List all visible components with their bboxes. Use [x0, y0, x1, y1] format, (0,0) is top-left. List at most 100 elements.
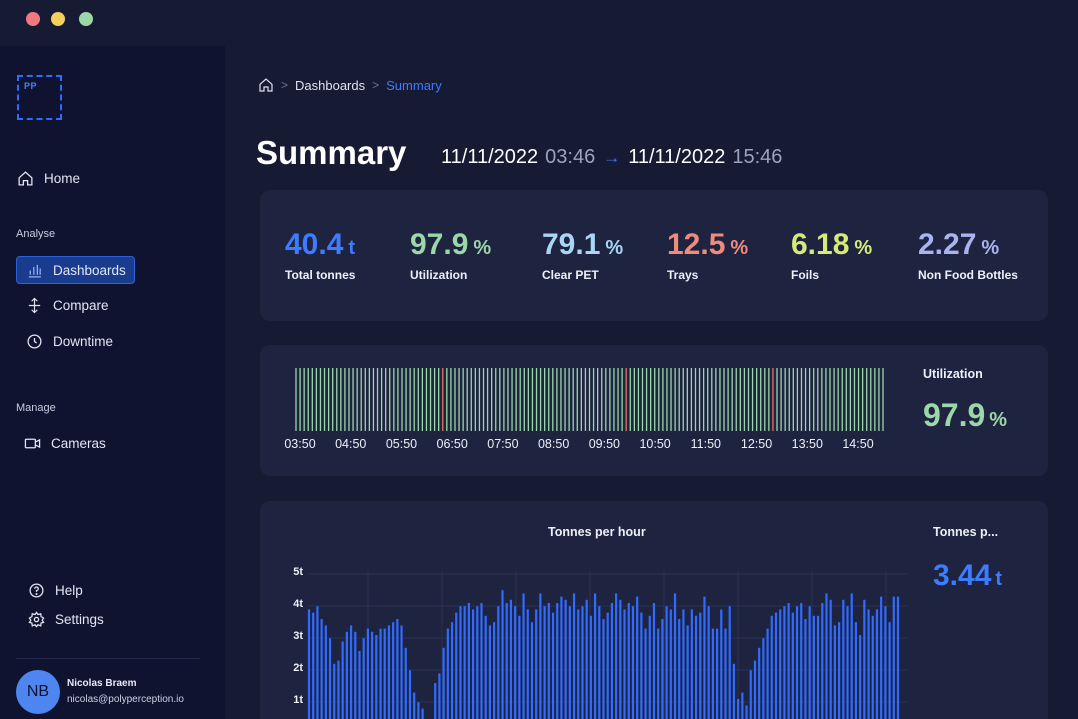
sidebar-item-help[interactable]: Help	[28, 582, 83, 599]
tonnes-bar	[467, 603, 470, 719]
tonnes-bar	[484, 615, 487, 719]
tonnes-bar	[686, 625, 689, 719]
kpi-label: Foils	[791, 268, 820, 282]
tonnes-bar	[673, 593, 677, 719]
tonnes-bar	[875, 609, 879, 719]
y-tick-label: 1t	[293, 694, 303, 706]
sidebar-divider	[16, 658, 200, 659]
sidebar-item-label: Help	[55, 583, 83, 598]
sidebar-item-compare[interactable]: Compare	[26, 297, 109, 314]
maximize-window-button[interactable]	[79, 12, 93, 26]
tonnes-bar	[438, 673, 441, 719]
tonnes-bar	[598, 606, 601, 719]
minimize-window-button[interactable]	[51, 12, 65, 26]
tonnes-bar	[896, 596, 900, 719]
tonnes-bar	[610, 603, 614, 719]
tonnes-bar	[497, 606, 500, 719]
tonnes-bar	[842, 599, 845, 719]
tonnes-bar	[724, 628, 727, 719]
tonnes-bar	[543, 606, 546, 719]
tonnes-bar	[694, 615, 698, 719]
tonnes-bar	[812, 615, 815, 719]
tonnes-bar	[307, 609, 311, 719]
tonnes-bar	[753, 660, 757, 719]
sidebar: PP Home Analyse Dashboards Compare Downt…	[0, 46, 225, 719]
sidebar-item-cameras[interactable]: Cameras	[24, 435, 106, 452]
date-range[interactable]: 11/11/2022 03:46 → 11/11/2022 15:46	[441, 146, 782, 169]
tonnes-bar	[770, 615, 773, 719]
tonnes-bar	[463, 606, 466, 719]
tonnes-bar	[371, 631, 374, 719]
camera-icon	[24, 438, 41, 449]
tonnes-bar	[787, 603, 790, 719]
utilization-timeline: 03:50 04:50 05:50 06:50 07:50 08:50 09:50 10:50…	[284, 368, 884, 451]
tonnes-bar	[711, 628, 714, 719]
sidebar-item-settings[interactable]: Settings	[28, 611, 104, 628]
time-tick-label: 06:50	[437, 437, 468, 451]
logo-text: PP	[24, 81, 38, 91]
tonnes-bar	[514, 606, 517, 719]
tonnes-bar	[328, 638, 332, 719]
tonnes-bar	[501, 590, 504, 719]
tonnes-bar	[518, 615, 521, 719]
tonnes-bar	[450, 622, 454, 719]
breadcrumb-summary: Summary	[386, 77, 442, 93]
tonnes-bar	[396, 619, 399, 719]
kpi-utilization: 97.9% Utilization	[410, 228, 491, 282]
tonnes-per-hour-card: Tonnes per hour 5t 4t 3t 2t 1t Tonnes p... 3…	[260, 501, 1048, 719]
tonnes-bar	[471, 609, 475, 719]
avatar[interactable]: NB	[16, 670, 60, 714]
tonnes-bar	[585, 599, 588, 719]
y-tick-label: 3t	[293, 630, 303, 642]
tonnes-bar	[728, 606, 731, 719]
breadcrumb-dashboards[interactable]: Dashboards	[295, 77, 366, 93]
tonnes-bar	[652, 603, 656, 719]
chevron-right-icon: >	[281, 78, 289, 92]
logo[interactable]: PP	[17, 75, 62, 120]
clock-icon	[27, 334, 42, 349]
tonnes-bar	[720, 609, 723, 719]
tonnes-bar	[480, 603, 483, 719]
tonnes-bar	[665, 606, 668, 719]
tonnes-bar	[682, 609, 685, 719]
kpi-value: 40.4 t	[285, 228, 356, 261]
home-icon[interactable]	[258, 77, 274, 93]
tonnes-bar	[783, 606, 786, 719]
tonnes-bar	[556, 603, 559, 719]
tonnes-bar	[526, 609, 529, 719]
tonnes-bar	[631, 606, 635, 719]
tonnes-bar	[880, 596, 883, 719]
tonnes-bar	[577, 609, 580, 719]
tonnes-bar	[758, 647, 761, 719]
sidebar-item-label: Dashboards	[53, 262, 126, 278]
tonnes-bar	[863, 599, 866, 719]
tonnes-bar	[657, 628, 660, 719]
tonnes-bar	[392, 622, 395, 719]
sidebar-item-label: Compare	[53, 298, 109, 313]
window-titlebar	[0, 0, 1078, 46]
tonnes-bar	[324, 625, 327, 719]
tonnes-bar	[703, 596, 706, 719]
tonnes-bar	[446, 628, 449, 719]
close-window-button[interactable]	[26, 12, 40, 26]
time-tick-label: 04:50	[335, 437, 366, 451]
compare-icon	[28, 297, 41, 314]
sidebar-item-dashboards[interactable]: Dashboards	[16, 256, 135, 284]
tonnes-bar	[320, 619, 323, 719]
tonnes-bar	[535, 609, 538, 719]
tonnes-bar	[741, 692, 744, 719]
time-tick-label: 05:50	[386, 437, 417, 451]
y-tick-label: 2t	[293, 662, 303, 674]
end-time: 15:46	[732, 146, 783, 168]
tonnes-bar	[434, 683, 437, 719]
tonnes-bar	[615, 593, 618, 719]
kpi-value: 2.27%	[918, 228, 1000, 261]
sidebar-item-home[interactable]: Home	[17, 170, 80, 187]
sidebar-item-downtime[interactable]: Downtime	[26, 333, 113, 350]
tonnes-per-hour-chart: 5t 4t 3t 2t 1t	[293, 566, 908, 719]
tonnes-bar	[476, 606, 479, 719]
tonnes-bar	[678, 619, 681, 719]
section-label-manage: Manage	[16, 402, 56, 414]
tonnes-bar	[690, 609, 693, 719]
tonnes-bar	[509, 599, 513, 719]
